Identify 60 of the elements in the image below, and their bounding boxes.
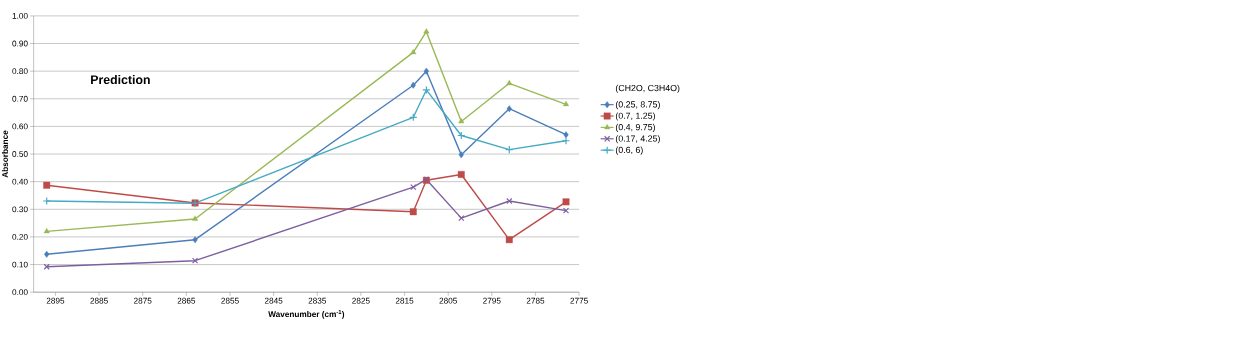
y-tick-label: 1.00 (12, 13, 28, 20)
point (458, 215, 465, 222)
y-tick-label: 0.20 (12, 234, 28, 241)
y-tick-label: 0.80 (12, 68, 28, 75)
x-tick-label: 2835 (308, 297, 327, 304)
x-axis-title: Wavenumber (cm$^{-1}$) (268, 310, 345, 319)
point (562, 198, 570, 206)
y-tick-label: 0.30 (12, 206, 28, 213)
point (458, 118, 465, 124)
x-tick-label: 2825 (352, 297, 370, 304)
point (506, 80, 513, 86)
legend-label: (0.6, 6) (615, 146, 643, 155)
point (505, 236, 513, 244)
x-tick-label: 2795 (483, 297, 501, 304)
point (192, 236, 198, 244)
point (563, 101, 569, 107)
x-tick-label: 2865 (177, 297, 196, 304)
text: Prediction (91, 75, 150, 85)
y-tick-label: 0.40 (12, 178, 28, 185)
x-tick-label: 2855 (221, 297, 239, 304)
x-tick-label: 2785 (526, 297, 545, 304)
point (42, 197, 51, 206)
x-tick-label: 2885 (90, 297, 108, 304)
legend-label: (0.7, 1.25) (615, 112, 655, 121)
y-tick-label: 0.60 (12, 123, 28, 130)
point (506, 105, 512, 113)
point (43, 228, 50, 234)
point (562, 207, 570, 214)
y-tick-label: 0.10 (12, 261, 28, 268)
point (410, 49, 417, 55)
point (192, 215, 199, 221)
x-tick-label: 2775 (570, 297, 588, 304)
legend-label: (0.4, 9.75) (615, 124, 655, 133)
y-tick-label: 0.00 (12, 289, 28, 296)
point (410, 82, 416, 89)
legend-label: (0.17, 4.25) (615, 135, 660, 144)
legend-label: (0.25, 8.75) (615, 101, 660, 110)
x-tick-label: 2845 (264, 297, 283, 304)
y-axis-title: Absorbance (1, 130, 8, 178)
x-tick-label: 2875 (133, 297, 152, 304)
legend-title: (CH2O, C3H4O) (615, 84, 680, 94)
point (43, 182, 51, 189)
point (506, 198, 513, 205)
point (457, 171, 465, 179)
point (563, 131, 569, 139)
point (422, 86, 431, 95)
point (44, 251, 50, 258)
point (423, 67, 429, 75)
y-tick-label: 0.50 (12, 151, 28, 158)
point (191, 257, 199, 264)
x-tick-label: 2895 (46, 297, 65, 304)
point (410, 184, 417, 191)
x-tick-label: 2805 (439, 297, 457, 304)
y-tick-label: 0.90 (12, 40, 28, 47)
point (458, 151, 464, 159)
x-tick-label: 2815 (395, 297, 414, 304)
y-tick-label: 0.70 (12, 96, 28, 102)
point (423, 28, 430, 34)
point (409, 208, 417, 216)
point (561, 136, 571, 146)
